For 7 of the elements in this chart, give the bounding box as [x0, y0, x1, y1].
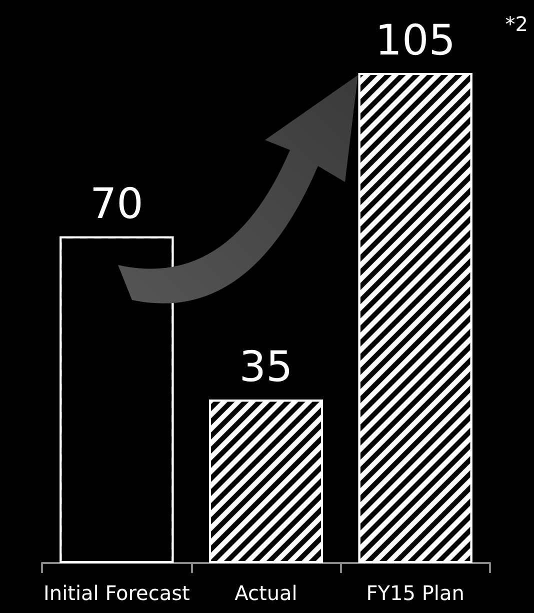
text: *2 — [505, 12, 528, 36]
data-label: 35 — [239, 342, 293, 392]
data-label: 105 — [375, 16, 456, 64]
x-tick-label: Actual — [234, 581, 298, 605]
data-label: 70 — [90, 178, 144, 228]
x-tick-label: FY15 Plan — [366, 581, 464, 605]
x-tick-label: Initial Forecast — [44, 581, 190, 605]
